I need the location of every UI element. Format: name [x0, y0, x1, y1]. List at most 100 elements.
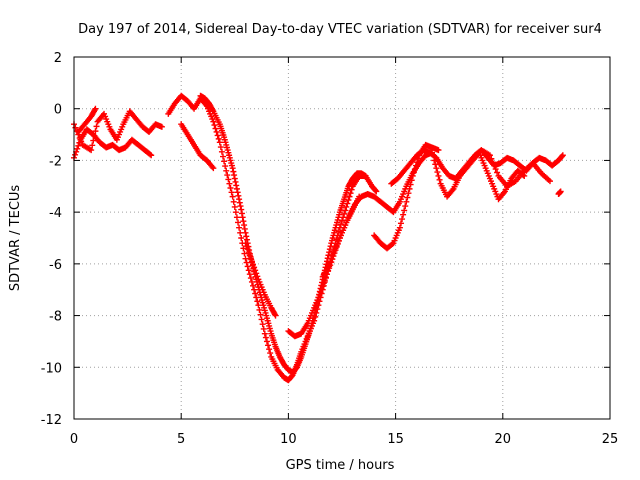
data-point-interp: [234, 189, 241, 196]
data-point: [272, 312, 279, 319]
data-point-interp: [89, 142, 96, 149]
series-arc-10: [371, 141, 442, 252]
data-point-interp: [252, 267, 259, 274]
data-point-interp: [225, 176, 232, 183]
data-point-interp: [251, 286, 258, 293]
data-point-interp: [335, 228, 342, 235]
data-point-interp: [400, 211, 407, 218]
data-point: [248, 278, 255, 285]
data-point-interp: [239, 214, 246, 221]
data-point-interp: [90, 137, 97, 144]
data-point-interp: [231, 172, 238, 179]
y-tick-label: -8: [49, 310, 62, 325]
data-point-interp: [232, 178, 239, 185]
data-point-interp: [244, 246, 251, 253]
data-point: [223, 167, 230, 174]
data-point-interp: [220, 153, 227, 160]
y-axis: -12 -10 -8 -6 -4 -2 0 2: [41, 51, 610, 428]
data-point-interp: [247, 275, 254, 282]
data-point-interp: [410, 169, 417, 176]
data-point-interp: [76, 135, 83, 142]
data-point-interp: [247, 255, 254, 262]
data-point-interp: [241, 225, 248, 232]
data-point: [210, 165, 217, 172]
data-point: [396, 224, 403, 231]
data-point-interp: [402, 203, 409, 210]
data-point-interp: [243, 236, 250, 243]
data-point-interp: [265, 342, 272, 349]
data-point-interp: [263, 338, 270, 345]
data-point-interp: [250, 282, 257, 289]
data-point: [216, 139, 223, 146]
data-point-interp: [500, 189, 507, 196]
data-point: [546, 178, 553, 185]
data-point-interp: [433, 165, 440, 172]
data-point: [92, 105, 99, 112]
data-point-interp: [227, 185, 234, 192]
data-point-interp: [339, 217, 345, 224]
data-point-interp: [243, 233, 250, 240]
data-point-interp: [214, 132, 221, 139]
data-point-interp: [78, 138, 85, 145]
data-point-interp: [494, 169, 501, 176]
data-point-interp: [72, 124, 79, 131]
data-point-interp: [244, 263, 251, 270]
data-point: [233, 185, 240, 192]
data-point: [409, 172, 416, 179]
data-point: [403, 198, 410, 205]
data-point: [261, 330, 268, 337]
data-point: [148, 152, 155, 159]
series-arc-2: [71, 108, 165, 154]
series-arc-1: [71, 126, 155, 161]
data-point-interp: [254, 273, 261, 280]
data-point-interp: [492, 166, 499, 173]
data-point-interp: [399, 216, 406, 223]
data-point: [557, 188, 564, 195]
data-point-interp: [243, 259, 250, 266]
data-point-interp: [218, 148, 225, 155]
data-point: [343, 203, 350, 210]
x-tick-label: 5: [177, 432, 185, 447]
y-tick-label: -6: [49, 258, 62, 273]
data-point-interp: [240, 245, 247, 252]
data-point-interp: [489, 159, 496, 166]
data-point-interp: [209, 107, 216, 114]
data-point-interp: [238, 210, 245, 217]
data-point-interp: [231, 203, 238, 210]
data-point: [229, 165, 236, 172]
data-point-interp: [411, 166, 418, 173]
data-point-interp: [253, 270, 260, 277]
data-point: [435, 147, 442, 154]
data-point-interp: [254, 298, 261, 305]
data-point: [486, 152, 493, 159]
y-tick-label: -10: [41, 361, 62, 376]
data-point: [431, 157, 438, 164]
data-point-interp: [408, 177, 415, 184]
data-point: [559, 152, 566, 159]
data-point-interp: [345, 197, 352, 204]
x-tick-label: 25: [602, 432, 619, 447]
data-point-interp: [215, 135, 222, 142]
data-point-interp: [240, 218, 247, 225]
data-point-interp: [257, 311, 264, 318]
data-point-interp: [325, 252, 332, 259]
data-point-interp: [252, 290, 259, 297]
data-point-interp: [228, 189, 235, 196]
data-point-interp: [237, 229, 244, 236]
data-point-interp: [75, 142, 82, 149]
data-point-interp: [259, 321, 266, 328]
data-point-interp: [235, 219, 242, 226]
data-point-interp: [211, 122, 218, 129]
data-point-interp: [213, 128, 220, 135]
data-point-interp: [449, 187, 456, 194]
data-point-interp: [238, 235, 245, 241]
data-point-interp: [246, 271, 253, 278]
data-point-interp: [245, 267, 252, 274]
series-points: [71, 92, 566, 384]
data-point: [158, 123, 165, 130]
y-tick-label: 2: [54, 51, 62, 66]
data-point-interp: [405, 190, 412, 197]
data-point-interp: [326, 246, 333, 253]
data-point-interp: [221, 158, 228, 165]
